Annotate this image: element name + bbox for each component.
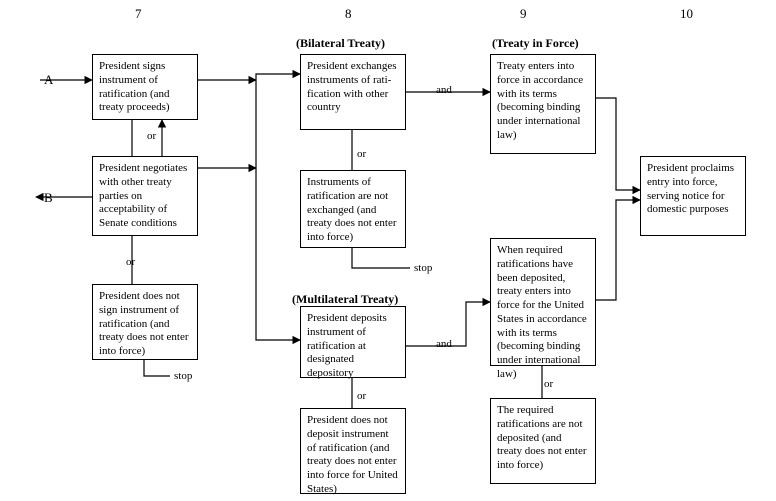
edge-label: or bbox=[357, 148, 366, 160]
flow-node: President does not sign in­strument of r… bbox=[92, 284, 198, 360]
edge-label: and bbox=[436, 84, 452, 96]
flow-node: When required ratifications have been de… bbox=[490, 238, 596, 366]
flow-node: Instruments of ratification are not exch… bbox=[300, 170, 406, 248]
column-header: 8 bbox=[345, 6, 352, 22]
flow-node: President signs instrument of ratificati… bbox=[92, 54, 198, 120]
edge-label: and bbox=[436, 338, 452, 350]
flow-node: President does not deposit instrument of… bbox=[300, 408, 406, 494]
column-header: 9 bbox=[520, 6, 527, 22]
edge-label: or bbox=[126, 256, 135, 268]
side-label-b: B bbox=[44, 190, 53, 206]
section-label-multilateral: (Multilateral Treaty) bbox=[292, 292, 398, 307]
section-label-inforce: (Treaty in Force) bbox=[492, 36, 579, 51]
column-header: 7 bbox=[135, 6, 142, 22]
flow-node: President nego­tiates with other treaty … bbox=[92, 156, 198, 236]
flow-node: President deposits instrument of ratific… bbox=[300, 306, 406, 378]
flow-node: The required ratifications are not depos… bbox=[490, 398, 596, 484]
edge-label: or bbox=[357, 390, 366, 402]
side-label-a: A bbox=[44, 72, 53, 88]
edge-label: stop bbox=[174, 370, 192, 382]
edge-label: stop bbox=[414, 262, 432, 274]
edge-label: or bbox=[147, 130, 156, 142]
section-label-bilateral: (Bilateral Treaty) bbox=[296, 36, 385, 51]
flow-node: President ex­changes instru­ments of rat… bbox=[300, 54, 406, 130]
column-header: 10 bbox=[680, 6, 693, 22]
flow-node: President pro­claims entry into force, s… bbox=[640, 156, 746, 236]
edge-label: or bbox=[544, 378, 553, 390]
flow-node: Treaty enters into force in accord­ance … bbox=[490, 54, 596, 154]
